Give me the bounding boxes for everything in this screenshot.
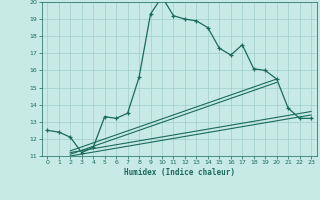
X-axis label: Humidex (Indice chaleur): Humidex (Indice chaleur) xyxy=(124,168,235,177)
